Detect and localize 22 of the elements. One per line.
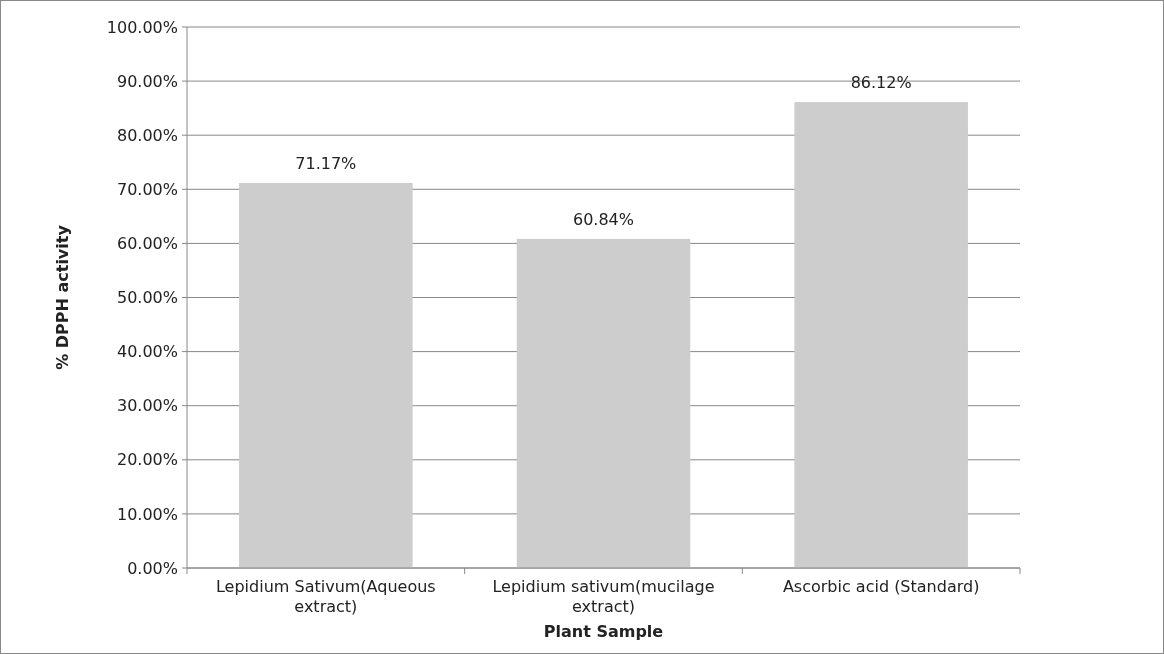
y-axis-title: % DPPH activity [53,224,72,370]
y-tick-label: 60.00% [116,234,178,253]
bar [516,238,691,568]
y-tick-label: 50.00% [116,288,178,308]
y-tick-label: 40.00% [116,342,178,362]
y-tick-label: 90.00% [116,71,178,91]
data-label: 60.84% [572,209,635,229]
y-tick-label: 100.00% [106,17,178,37]
data-label: 71.17% [295,153,357,173]
x-tick-label: Lepidium Sativum(Aqueous extract) [215,577,436,616]
y-tick-label: 70.00% [116,179,178,199]
data-label: 86.12% [850,73,912,93]
y-tick-label: 80.00% [116,125,178,145]
bar [794,102,968,568]
y-tick-label: 30.00% [116,396,178,416]
y-tick-label: 20.00% [116,450,178,470]
x-tick-label: Ascorbic acid (Standard) [782,577,980,596]
y-tick-label: 0.00% [127,558,178,578]
x-axis-title: Plant Sample [543,622,664,641]
bar [239,182,413,568]
x-tick-label: Lepidium sativum(mucilage extract) [492,577,715,616]
y-tick-label: 10.00% [116,504,178,524]
